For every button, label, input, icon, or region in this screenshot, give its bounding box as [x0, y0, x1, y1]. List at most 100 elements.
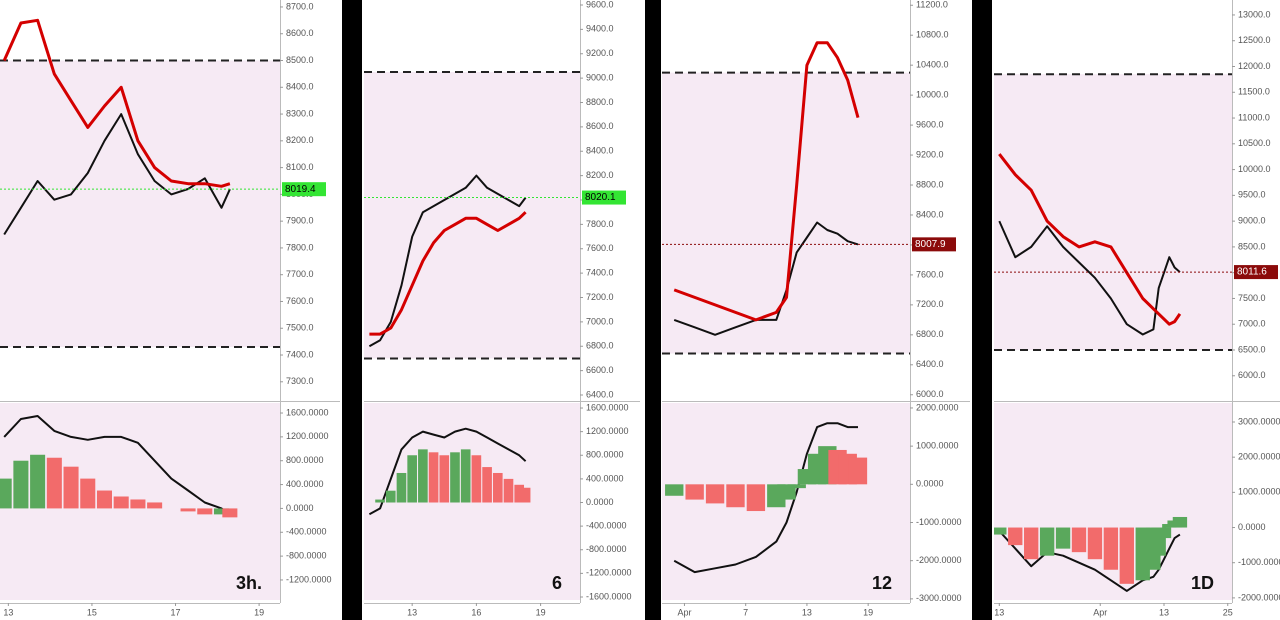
- series-line: [673, 422, 858, 574]
- y2-tick-label: -1200.0000: [286, 574, 332, 584]
- y-tick-label: 12500.0: [1238, 35, 1271, 45]
- y2-tick-label: 3000.0000: [1238, 416, 1280, 426]
- osc-bar: [180, 508, 196, 512]
- y-tick-label: 7200.0: [586, 292, 614, 302]
- osc-bar: [1039, 527, 1055, 556]
- x-tick-label: 15: [87, 607, 97, 617]
- y2-tick-label: 0.0000: [1238, 522, 1266, 532]
- y2-tick-label: -2000.0000: [1238, 592, 1280, 602]
- y2-tick-label: 800.0000: [586, 450, 624, 460]
- y-tick-label: 7400.0: [586, 268, 614, 278]
- osc-bar: [418, 449, 428, 503]
- osc-bar: [96, 490, 112, 509]
- last-price-tag: [912, 237, 956, 252]
- y2-tick-label: -1600.0000: [586, 591, 632, 601]
- osc-bar: [471, 455, 482, 503]
- osc-bar: [407, 455, 417, 503]
- y-tick-label: 7700.0: [286, 269, 314, 279]
- osc-bar: [1008, 527, 1023, 546]
- y2-tick-label: -1000.0000: [1238, 557, 1280, 567]
- y-tick-label: 8500.0: [1238, 241, 1266, 251]
- osc-bar: [1071, 527, 1087, 553]
- y2-tick-label: 1600.0000: [586, 402, 629, 412]
- y-tick-label: 7600.0: [586, 243, 614, 253]
- timeframe-label: 6: [552, 573, 562, 593]
- osc-bar: [396, 472, 407, 503]
- y-tick-label: 7500.0: [1238, 293, 1266, 303]
- osc-bar: [113, 496, 129, 509]
- y2-tick-label: 1600.0000: [286, 407, 329, 417]
- x-tick-label: 13: [994, 607, 1004, 617]
- y-tick-label: 8700.0: [286, 1, 314, 11]
- y2-tick-label: 800.0000: [286, 455, 324, 465]
- osc-bar: [439, 455, 450, 503]
- osc-bar: [30, 454, 46, 509]
- divider: [972, 0, 992, 620]
- osc-bar: [428, 452, 439, 503]
- osc-bar: [492, 472, 503, 503]
- x-tick-label: 16: [471, 607, 481, 617]
- last-price-label: 8020.1: [585, 192, 616, 203]
- osc-bar: [848, 457, 868, 485]
- y2-tick-label: 1000.0000: [916, 441, 959, 451]
- zone: [662, 72, 910, 354]
- osc-bar: [1172, 516, 1188, 528]
- y2-tick-label: 400.0000: [286, 479, 324, 489]
- zone: [994, 74, 1232, 350]
- y-tick-label: 8800.0: [916, 179, 944, 189]
- y-tick-label: 8600.0: [586, 121, 614, 131]
- panel: [994, 73, 1232, 600]
- y-tick-label: 11500.0: [1238, 87, 1270, 97]
- last-price-label: 8007.9: [915, 239, 946, 250]
- series-line: [998, 530, 1181, 592]
- y-tick-label: 10000.0: [916, 90, 949, 100]
- y-tick-label: 8600.0: [286, 28, 314, 38]
- osc-bar: [222, 508, 238, 518]
- x-tick-label: Apr: [1093, 607, 1107, 617]
- y-tick-label: 7400.0: [286, 349, 314, 359]
- y-tick-label: 9600.0: [916, 119, 944, 129]
- y-tick-label: 8400.0: [286, 82, 314, 92]
- y-tick-label: 6500.0: [1238, 344, 1266, 354]
- osc-bar: [503, 478, 514, 503]
- y-tick-label: 10400.0: [916, 60, 949, 70]
- panel: [364, 71, 580, 600]
- y2-tick-label: -800.0000: [286, 550, 327, 560]
- y2-tick-label: 2000.0000: [916, 402, 959, 412]
- y-tick-label: 12000.0: [1238, 61, 1271, 71]
- osc-bar: [80, 478, 96, 509]
- y-tick-label: 7800.0: [586, 219, 614, 229]
- osc-bar: [450, 452, 460, 503]
- timeframe-label: 1D: [1191, 573, 1214, 593]
- y2-tick-label: -1200.0000: [586, 568, 632, 578]
- osc-bar: [1087, 527, 1103, 560]
- y2-tick-label: 1200.0000: [586, 426, 629, 436]
- osc-bar: [1103, 527, 1119, 570]
- x-tick-label: 19: [254, 607, 264, 617]
- osc-bar: [705, 484, 725, 504]
- y2-tick-label: -3000.0000: [916, 593, 962, 603]
- osc-bar: [147, 502, 163, 509]
- y-tick-label: 8400.0: [916, 209, 944, 219]
- y-tick-label: 9600.0: [586, 0, 614, 9]
- osc-bar: [375, 499, 385, 503]
- osc-bar: [13, 460, 29, 509]
- y-tick-label: 7300.0: [286, 376, 314, 386]
- y-tick-label: 8200.0: [586, 170, 614, 180]
- y-tick-label: 11000.0: [1238, 112, 1270, 122]
- x-tick-label: 13: [1159, 607, 1169, 617]
- y-tick-label: 7600.0: [286, 296, 314, 306]
- x-tick-label: 13: [802, 607, 812, 617]
- y-tick-label: 8200.0: [286, 135, 314, 145]
- timeframe-label: 12: [872, 573, 892, 593]
- osc-bar: [385, 490, 396, 503]
- y-tick-label: 9200.0: [586, 48, 614, 58]
- osc-bar: [1024, 527, 1039, 560]
- y-tick-label: 9200.0: [916, 149, 944, 159]
- osc-bar: [213, 508, 230, 515]
- osc-bar: [520, 487, 531, 503]
- series-line: [673, 221, 859, 336]
- y-tick-label: 7500.0: [286, 323, 314, 333]
- x-tick-label: 17: [171, 607, 181, 617]
